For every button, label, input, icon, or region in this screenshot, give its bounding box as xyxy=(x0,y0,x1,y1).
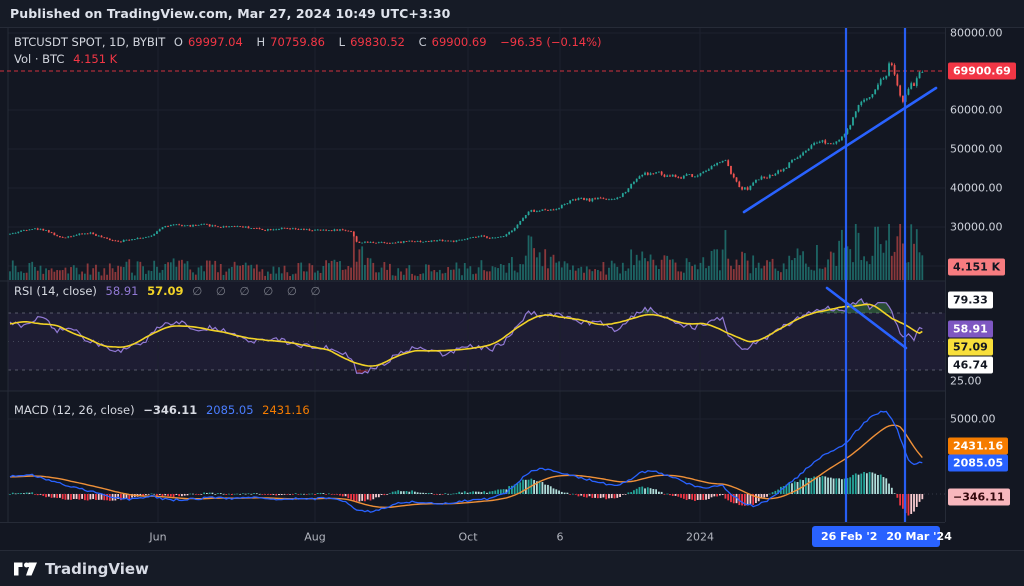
close-label: C 69900.69 xyxy=(418,35,487,49)
axis-value-badge: 58.91 xyxy=(948,320,993,338)
axis-value-badge: −346.11 xyxy=(948,488,1010,506)
symbol-title: BTCUSDT SPOT, 1D, BYBIT xyxy=(14,35,166,49)
axis-tick-label: 25.00 xyxy=(950,374,982,388)
axis-value-badge: 2085.05 xyxy=(948,454,1009,472)
range-from: 26 Feb '2 xyxy=(821,530,878,543)
axis-tick-label: 30000.00 xyxy=(950,220,1003,234)
axis-value-badge: 57.09 xyxy=(948,338,993,356)
high-label: H 70759.86 xyxy=(256,35,325,49)
range-to: 20 Mar '24 xyxy=(886,530,952,543)
rsi-ma-value: 57.09 xyxy=(147,284,184,298)
volume-legend: Vol · BTC 4.151 K xyxy=(14,52,122,66)
axis-tick-label: 5000.00 xyxy=(950,412,996,426)
rsi-legend: RSI (14, close) 58.91 57.09 ∅ ∅ ∅ ∅ ∅ ∅ xyxy=(14,284,331,298)
time-tick-label: Jun xyxy=(149,530,167,543)
time-tick-label: 2024 xyxy=(686,530,714,543)
axis-tick-label: 50000.00 xyxy=(950,142,1003,156)
axis-value-badge: 46.74 xyxy=(948,356,993,374)
change-value: −96.35 (−0.14%) xyxy=(500,35,602,49)
brand-text[interactable]: TradingView xyxy=(45,559,149,578)
time-axis[interactable]: 26 Feb '2 20 Mar '24 Jun Aug Oct 6 2024 xyxy=(0,522,952,550)
axis-tick-label: 80000.00 xyxy=(950,26,1003,40)
footer-bar: TradingView xyxy=(0,550,1024,586)
chart-canvas[interactable] xyxy=(0,28,945,522)
tradingview-logo-icon[interactable] xyxy=(14,562,37,576)
axis-value-badge: 4.151 K xyxy=(948,258,1006,276)
published-bar: Published on TradingView.com, Mar 27, 20… xyxy=(0,0,1024,28)
rsi-value: 58.91 xyxy=(105,284,139,298)
symbol-legend: BTCUSDT SPOT, 1D, BYBIT O 69997.04 H 70759… xyxy=(14,35,607,49)
published-text: Published on TradingView.com, Mar 27, 20… xyxy=(10,6,451,21)
macd-line-value: 2085.05 xyxy=(205,403,254,417)
macd-signal-value: 2431.16 xyxy=(262,403,310,417)
macd-title: MACD (12, 26, close) xyxy=(14,403,135,417)
rsi-empty-values: ∅ ∅ ∅ ∅ ∅ ∅ xyxy=(192,284,326,298)
axis-tick-label: 40000.00 xyxy=(950,181,1003,195)
date-range-badge: 26 Feb '2 20 Mar '24 xyxy=(812,526,952,547)
volume-label: Vol · BTC xyxy=(14,52,65,66)
time-tick-label: Aug xyxy=(304,530,326,543)
time-tick-label: Oct xyxy=(458,530,478,543)
low-value: 69830.52 xyxy=(350,35,405,49)
axis-value-badge: 79.33 xyxy=(948,291,993,309)
low-label: L 69830.52 xyxy=(338,35,405,49)
open-label: O 69997.04 xyxy=(173,35,243,49)
high-value: 70759.86 xyxy=(270,35,325,49)
close-value: 69900.69 xyxy=(431,35,487,49)
axis-value-badge: 69900.69 xyxy=(948,62,1016,80)
macd-legend: MACD (12, 26, close) −346.11 2085.05 243… xyxy=(14,403,315,417)
open-value: 69997.04 xyxy=(187,35,243,49)
rsi-title: RSI (14, close) xyxy=(14,284,97,298)
time-tick-label: 6 xyxy=(556,530,564,543)
axis-tick-label: 60000.00 xyxy=(950,103,1003,117)
volume-value: 4.151 K xyxy=(73,52,118,66)
axis-value-badge: 2431.16 xyxy=(948,437,1009,455)
chart-area: BTCUSDT SPOT, 1D, BYBIT O 69997.04 H 70759… xyxy=(0,26,1024,550)
macd-hist-value: −346.11 xyxy=(143,403,198,417)
price-axis[interactable]: 80000.00 60000.00 50000.00 40000.00 30000.00… xyxy=(945,26,1024,522)
